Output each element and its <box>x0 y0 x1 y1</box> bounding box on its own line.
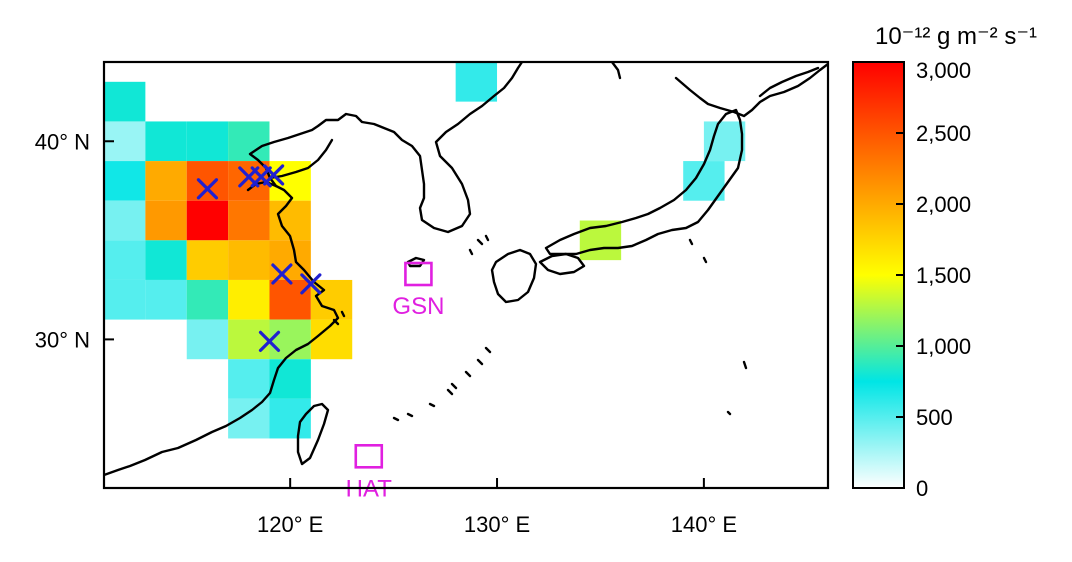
coastline-liaodong <box>268 138 334 180</box>
emission-cell <box>228 279 270 320</box>
source-markers <box>196 164 322 352</box>
coastline-ryukyu <box>392 346 492 422</box>
coastline-hokkaido <box>674 62 828 118</box>
source-cross-marker <box>271 263 293 285</box>
lat-tick-label: 30° N <box>35 327 90 352</box>
emission-cell <box>104 279 146 320</box>
colorbar-gradient <box>852 61 905 489</box>
source-cross-marker <box>300 273 322 295</box>
coastline-russia-east <box>610 62 622 80</box>
map-frame <box>102 60 830 490</box>
emission-cell <box>703 121 746 162</box>
emission-cell <box>186 161 229 201</box>
emission-cell <box>269 359 311 399</box>
colorbar-tick-label: 2,500 <box>916 121 971 146</box>
emission-cell <box>683 161 725 201</box>
emission-cell <box>104 240 146 280</box>
emission-cell <box>186 319 229 360</box>
emission-cell <box>455 62 498 102</box>
site-box-hat <box>354 443 384 469</box>
colorbar-tick-label: 1,500 <box>916 263 971 288</box>
site-label-gsn: GSN <box>392 293 444 320</box>
emission-cell <box>145 200 187 241</box>
emission-cell <box>269 161 311 201</box>
colorbar-tick-label: 1,000 <box>916 334 971 359</box>
source-cross-marker <box>196 178 219 200</box>
site-box-gsn <box>404 261 433 287</box>
colorbar-tick-label: 2,000 <box>916 192 971 217</box>
emission-cell <box>104 200 146 241</box>
emission-cell <box>145 161 187 201</box>
coastline-taiwan <box>296 402 330 466</box>
coastline-mainland <box>104 62 524 477</box>
emission-cell <box>269 398 311 439</box>
emission-cell <box>228 398 270 439</box>
emission-cell <box>228 240 270 280</box>
map-axes: 40° N 30° N 120° E 130° E 140° E <box>35 129 737 537</box>
emission-cell <box>145 240 187 280</box>
colorbar-tick-label: 3,000 <box>916 58 971 83</box>
emission-cell <box>269 319 311 360</box>
lon-tick-label: 140° E <box>671 512 737 537</box>
coastline-izu <box>688 238 748 416</box>
emission-cell <box>145 279 187 320</box>
emission-cell <box>228 121 270 162</box>
emission-cell <box>228 319 270 360</box>
colorbar-tick-label: 500 <box>916 405 953 430</box>
coastline-shikoku <box>538 252 586 276</box>
coastline-kyushu <box>490 248 538 304</box>
lon-tick-label: 130° E <box>464 512 530 537</box>
colorbar-unit-label: 10⁻¹² g m⁻² s⁻¹ <box>875 23 1037 50</box>
emission-cell <box>228 200 270 241</box>
emission-cell <box>104 161 146 201</box>
source-cross-marker <box>263 164 285 186</box>
lat-tick-label: 40° N <box>35 129 90 154</box>
emission-cell <box>145 121 187 162</box>
coastline-korea-islands <box>468 234 490 256</box>
coastline-zhoushan <box>332 310 346 326</box>
emission-grid <box>104 62 746 439</box>
emission-cell <box>186 200 229 241</box>
coastline-kurils <box>758 66 820 98</box>
lon-tick-label: 120° E <box>257 512 323 537</box>
emission-cell <box>269 240 311 280</box>
emission-cell <box>269 279 311 320</box>
emission-cell <box>186 279 229 320</box>
coastline-honshu <box>544 108 744 256</box>
emission-cell <box>186 121 229 162</box>
emission-cell <box>310 319 353 360</box>
source-cross-marker <box>258 330 281 352</box>
emission-cell <box>228 359 270 399</box>
emission-cell <box>186 240 229 280</box>
emission-cell <box>269 200 311 241</box>
colorbar-ticks: 3,000 2,500 2,000 1,500 1,000 500 0 <box>896 58 971 501</box>
emission-cell <box>228 161 270 201</box>
emission-cell <box>104 81 146 122</box>
colorbar-tick-label: 0 <box>916 476 928 501</box>
